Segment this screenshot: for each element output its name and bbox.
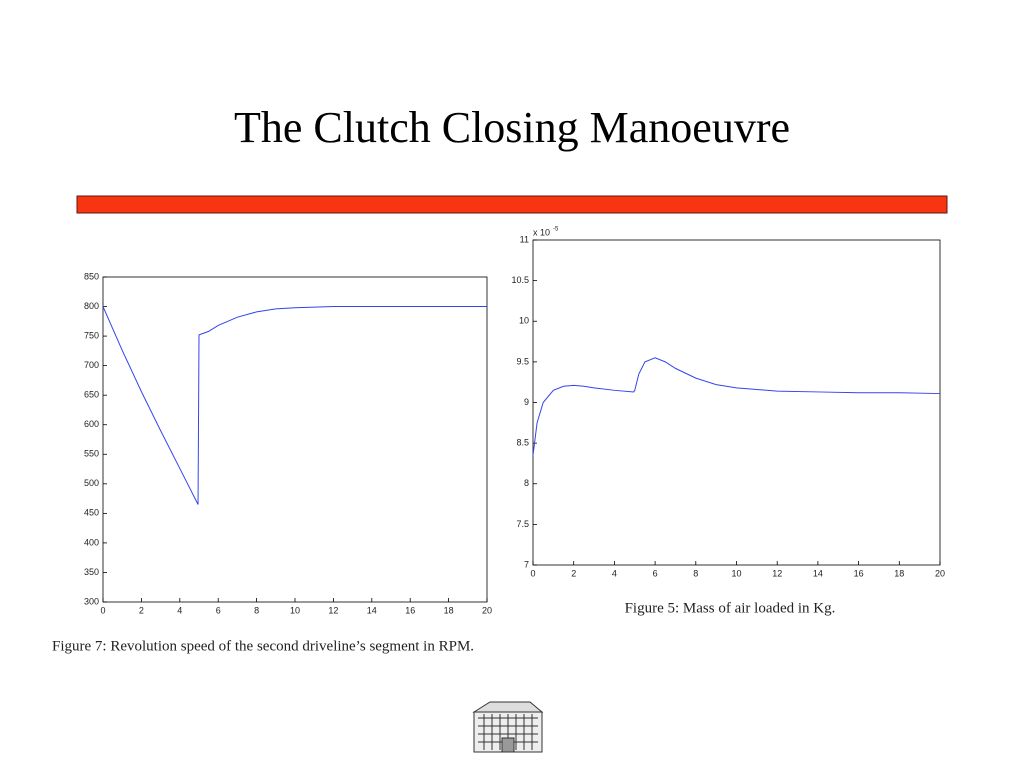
x-tick-label: 8 [693,568,698,578]
data-line [102,306,487,505]
y-tick-label: 450 [84,508,99,518]
y-tick-label: 10.5 [511,275,529,285]
x-tick-label: 6 [216,605,221,615]
y-tick-label: 9.5 [516,356,529,366]
y-tick-label: 10 [519,316,529,326]
y-tick-label: 350 [84,567,99,577]
figure-caption: Figure 5: Mass of air loaded in Kg. [625,600,836,616]
x-tick-label: 12 [772,568,782,578]
y-tick-label: 8.5 [516,438,529,448]
x-tick-label: 8 [254,605,259,615]
x-tick-label: 18 [444,605,454,615]
figure-caption: Figure 7: Revolution speed of the second… [52,638,474,654]
x-tick-label: 20 [935,568,945,578]
x-tick-label: 14 [813,568,823,578]
y-tick-label: 750 [84,330,99,340]
x-tick-label: 10 [731,568,741,578]
y-tick-label: 700 [84,360,99,370]
axis-multiplier-power: -5 [553,227,559,233]
plot-frame [532,239,941,566]
x-tick-label: 14 [367,605,377,615]
x-tick-label: 18 [894,568,904,578]
y-tick-label: 650 [84,390,99,400]
y-tick-label: 7 [524,559,529,569]
plot-frame [102,276,488,603]
x-tick-label: 2 [139,605,144,615]
x-tick-label: 4 [612,568,617,578]
x-tick-label: 16 [405,605,415,615]
y-tick-label: 500 [84,478,99,488]
y-tick-label: 7.5 [516,519,529,529]
axis-multiplier: x 10 [533,227,550,237]
x-tick-label: 0 [530,568,535,578]
x-tick-label: 16 [854,568,864,578]
y-tick-label: 600 [84,419,99,429]
y-tick-label: 800 [84,301,99,311]
x-tick-label: 0 [100,605,105,615]
y-tick-label: 11 [520,234,529,244]
logo [472,701,544,753]
y-tick-label: 400 [84,537,99,547]
data-line [532,357,941,456]
title-bar [76,195,948,214]
x-tick-label: 10 [290,605,300,615]
x-tick-label: 2 [571,568,576,578]
y-tick-label: 850 [84,271,99,281]
x-tick-label: 12 [328,605,338,615]
x-tick-label: 6 [653,568,658,578]
y-tick-label: 8 [524,478,529,488]
y-tick-label: 550 [84,449,99,459]
y-tick-label: 300 [84,596,99,606]
y-tick-label: 9 [524,397,529,407]
x-tick-label: 4 [177,605,182,615]
x-tick-label: 20 [482,605,492,615]
slide-title: The Clutch Closing Manoeuvre [234,103,790,152]
